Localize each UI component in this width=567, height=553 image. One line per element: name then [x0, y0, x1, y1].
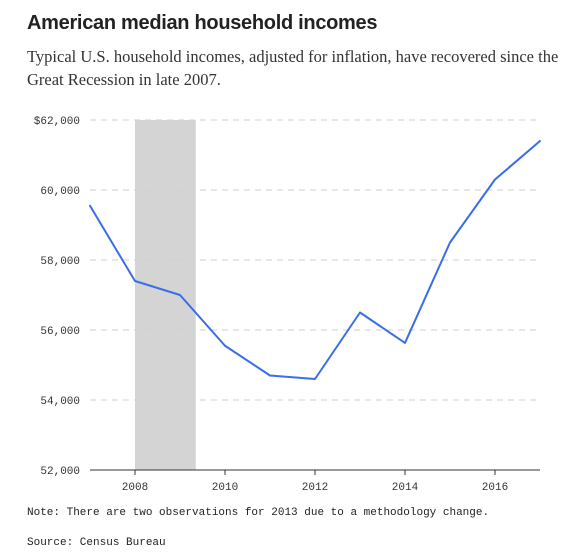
axes: [90, 469, 540, 475]
x-tick-label: 2012: [302, 482, 328, 494]
y-tick-labels: 52,000 54,000 56,000 58,000 60,000 $62,000: [34, 116, 80, 478]
series-line: [89, 140, 541, 380]
series-lines: [89, 140, 541, 380]
chart-source: Source: Census Bureau: [27, 537, 166, 549]
line-chart: 52,000 54,000 56,000 58,000 60,000 $62,000 20…: [34, 116, 541, 494]
y-tick-label: 52,000: [40, 466, 80, 478]
chart-note: Note: There are two observations for 201…: [27, 507, 490, 519]
y-tick-label: $62,000: [34, 116, 80, 128]
chart-title: American median household incomes: [27, 12, 378, 34]
gridlines: [90, 119, 540, 401]
x-tick-labels: 2008 2010 2012 2014 2016: [122, 482, 508, 494]
y-tick-label: 56,000: [40, 326, 80, 338]
x-tick-label: 2010: [212, 482, 238, 494]
recession-band-layer: [135, 120, 196, 470]
recession-band: [135, 120, 196, 470]
y-tick-label: 54,000: [40, 396, 80, 408]
chart-subtitle: Typical U.S. household incomes, adjusted…: [27, 47, 559, 89]
x-tick-label: 2016: [482, 482, 508, 494]
y-tick-label: 60,000: [40, 186, 80, 198]
x-tick-label: 2014: [392, 482, 419, 494]
x-tick-label: 2008: [122, 482, 148, 494]
y-tick-label: 58,000: [40, 256, 80, 268]
